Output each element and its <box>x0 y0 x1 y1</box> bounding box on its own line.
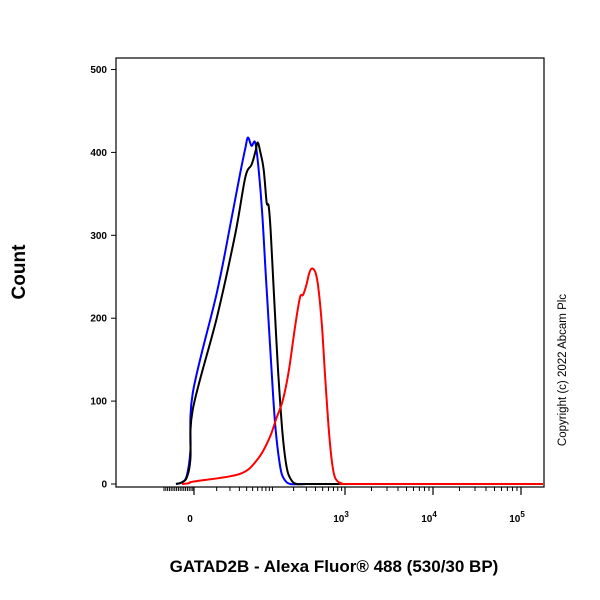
x-axis: 0 103 104 105 <box>163 487 525 525</box>
histogram-series-1 <box>175 136 543 486</box>
x-tick-label: 0 <box>187 514 193 525</box>
x-axis-title: GATAD2B - Alexa Fluor® 488 (530/30 BP) <box>170 557 499 576</box>
y-tick-label: 200 <box>90 314 107 325</box>
histogram-series-2 <box>175 141 543 486</box>
y-tick-label: 500 <box>90 65 107 76</box>
histogram-series-3 <box>181 267 543 486</box>
y-tick-label: 0 <box>101 480 107 491</box>
x-tick-label: 103 <box>333 510 349 525</box>
x-tick-label: 104 <box>421 510 437 525</box>
y-tick-label: 100 <box>90 397 107 408</box>
series-layer <box>175 136 543 486</box>
copyright-notice: Copyright (c) 2022 Abcam Plc <box>557 294 569 446</box>
plot-frame <box>115 57 545 488</box>
x-tick-label: 105 <box>509 510 525 525</box>
y-axis: 0 100 200 300 400 500 <box>90 65 116 491</box>
y-tick-label: 400 <box>90 148 107 159</box>
y-axis-title: Count <box>9 244 30 300</box>
y-tick-label: 300 <box>90 231 107 242</box>
